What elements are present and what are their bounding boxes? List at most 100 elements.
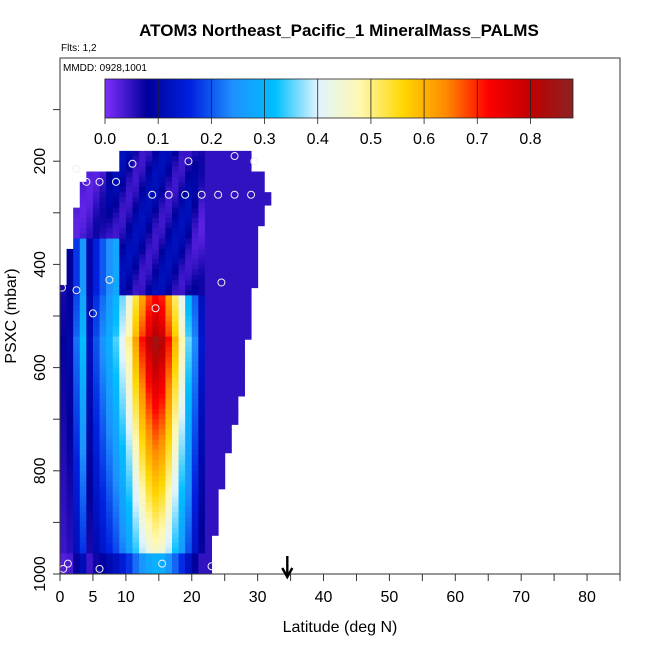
heatmap-cell — [92, 527, 101, 534]
heatmap-cell — [139, 403, 147, 410]
heatmap-cell — [125, 264, 133, 271]
heatmap-cell — [172, 460, 180, 467]
heatmap-cell — [178, 481, 186, 487]
heatmap-cell — [204, 537, 213, 544]
heatmap-cell — [218, 460, 226, 467]
heatmap-cell — [237, 166, 245, 173]
heatmap-cell — [231, 367, 239, 374]
heatmap-cell — [191, 383, 199, 389]
heatmap-cell — [191, 393, 199, 400]
heatmap-cell — [79, 326, 87, 332]
heatmap-cell — [99, 403, 107, 410]
heatmap-cell — [66, 377, 74, 384]
heatmap-cell — [198, 568, 206, 575]
heatmap-cell — [204, 532, 213, 539]
heatmap-cell — [132, 300, 140, 307]
heatmap-cell — [92, 228, 101, 234]
heatmap-cell — [185, 290, 193, 296]
heatmap-cell — [92, 212, 101, 219]
heatmap-cell — [264, 197, 272, 203]
heatmap-cell — [99, 192, 107, 198]
heatmap-cell — [132, 367, 140, 374]
heatmap-cell — [73, 238, 81, 245]
heatmap-cell — [237, 223, 245, 229]
heatmap-cell — [172, 336, 180, 343]
heatmap-cell — [132, 563, 140, 570]
heatmap-cell — [231, 223, 239, 229]
heatmap-cell — [198, 238, 206, 245]
heatmap-cell — [60, 450, 68, 456]
heatmap-cell — [185, 506, 193, 513]
heatmap-cell — [79, 300, 87, 307]
heatmap-cell — [165, 316, 173, 322]
heatmap-cell — [185, 264, 193, 271]
heatmap-cell — [191, 295, 199, 302]
heatmap-cell — [99, 207, 107, 214]
heatmap-cell — [185, 238, 193, 245]
heatmap-cell — [73, 429, 81, 436]
heatmap-cell — [185, 161, 193, 167]
heatmap-cell — [172, 187, 180, 193]
heatmap-cell — [165, 403, 173, 410]
heatmap-cell — [73, 372, 81, 379]
heatmap-cell — [145, 171, 153, 178]
heatmap-cell — [198, 248, 206, 255]
heatmap-cell — [125, 491, 133, 498]
heatmap-cell — [92, 383, 101, 389]
heatmap-cell — [198, 254, 206, 260]
heatmap-cell — [145, 522, 153, 529]
heatmap-cell — [172, 434, 180, 441]
heatmap-cell — [92, 217, 101, 224]
heatmap-cell — [60, 439, 68, 446]
heatmap-cell — [158, 346, 166, 353]
heatmap-cell — [172, 202, 180, 209]
heatmap-cell — [198, 434, 206, 441]
heatmap-cell — [145, 491, 153, 498]
heatmap-cell — [73, 496, 81, 503]
heatmap-cell — [198, 388, 206, 394]
heatmap-cell — [139, 166, 147, 173]
observation-point — [57, 283, 66, 292]
heatmap-cell — [152, 377, 160, 384]
heatmap-cell — [198, 414, 206, 420]
heatmap-cell — [99, 243, 107, 250]
heatmap-cell — [79, 212, 87, 219]
heatmap-cell — [211, 403, 219, 410]
heatmap-cell — [79, 362, 87, 369]
heatmap-cell — [119, 491, 127, 498]
heatmap-cell — [211, 197, 219, 203]
heatmap-cell — [99, 527, 107, 534]
heatmap-cell — [198, 486, 206, 492]
heatmap-cell — [86, 501, 94, 508]
heatmap-cell — [66, 331, 74, 338]
heatmap-cell — [125, 254, 133, 260]
heatmap-cell — [224, 181, 232, 188]
heatmap-cell — [106, 506, 114, 513]
heatmap-cell — [92, 233, 101, 240]
heatmap-cell — [204, 285, 213, 291]
heatmap-cell — [99, 372, 107, 379]
heatmap-cell — [172, 357, 180, 363]
heatmap-cell — [125, 290, 133, 296]
heatmap-cell — [145, 310, 153, 317]
heatmap-cell — [224, 336, 232, 343]
heatmap-cell — [224, 248, 232, 255]
heatmap-cell — [185, 414, 193, 420]
heatmap-cell — [132, 445, 140, 451]
heatmap-cell — [211, 383, 219, 389]
heatmap-cell — [185, 553, 193, 560]
heatmap-cell — [231, 264, 239, 271]
heatmap-cell — [218, 264, 226, 271]
heatmap-cell — [132, 259, 140, 265]
observation-point — [184, 157, 193, 166]
heatmap-cells — [60, 150, 272, 575]
heatmap-cell — [99, 470, 107, 477]
heatmap-cell — [145, 181, 153, 188]
heatmap-cell — [99, 455, 107, 461]
heatmap-cell — [145, 357, 153, 363]
heatmap-cell — [152, 475, 160, 482]
heatmap-cell — [158, 501, 166, 508]
heatmap-cell — [204, 295, 213, 302]
heatmap-cell — [165, 512, 173, 518]
heatmap-cell — [119, 156, 127, 162]
